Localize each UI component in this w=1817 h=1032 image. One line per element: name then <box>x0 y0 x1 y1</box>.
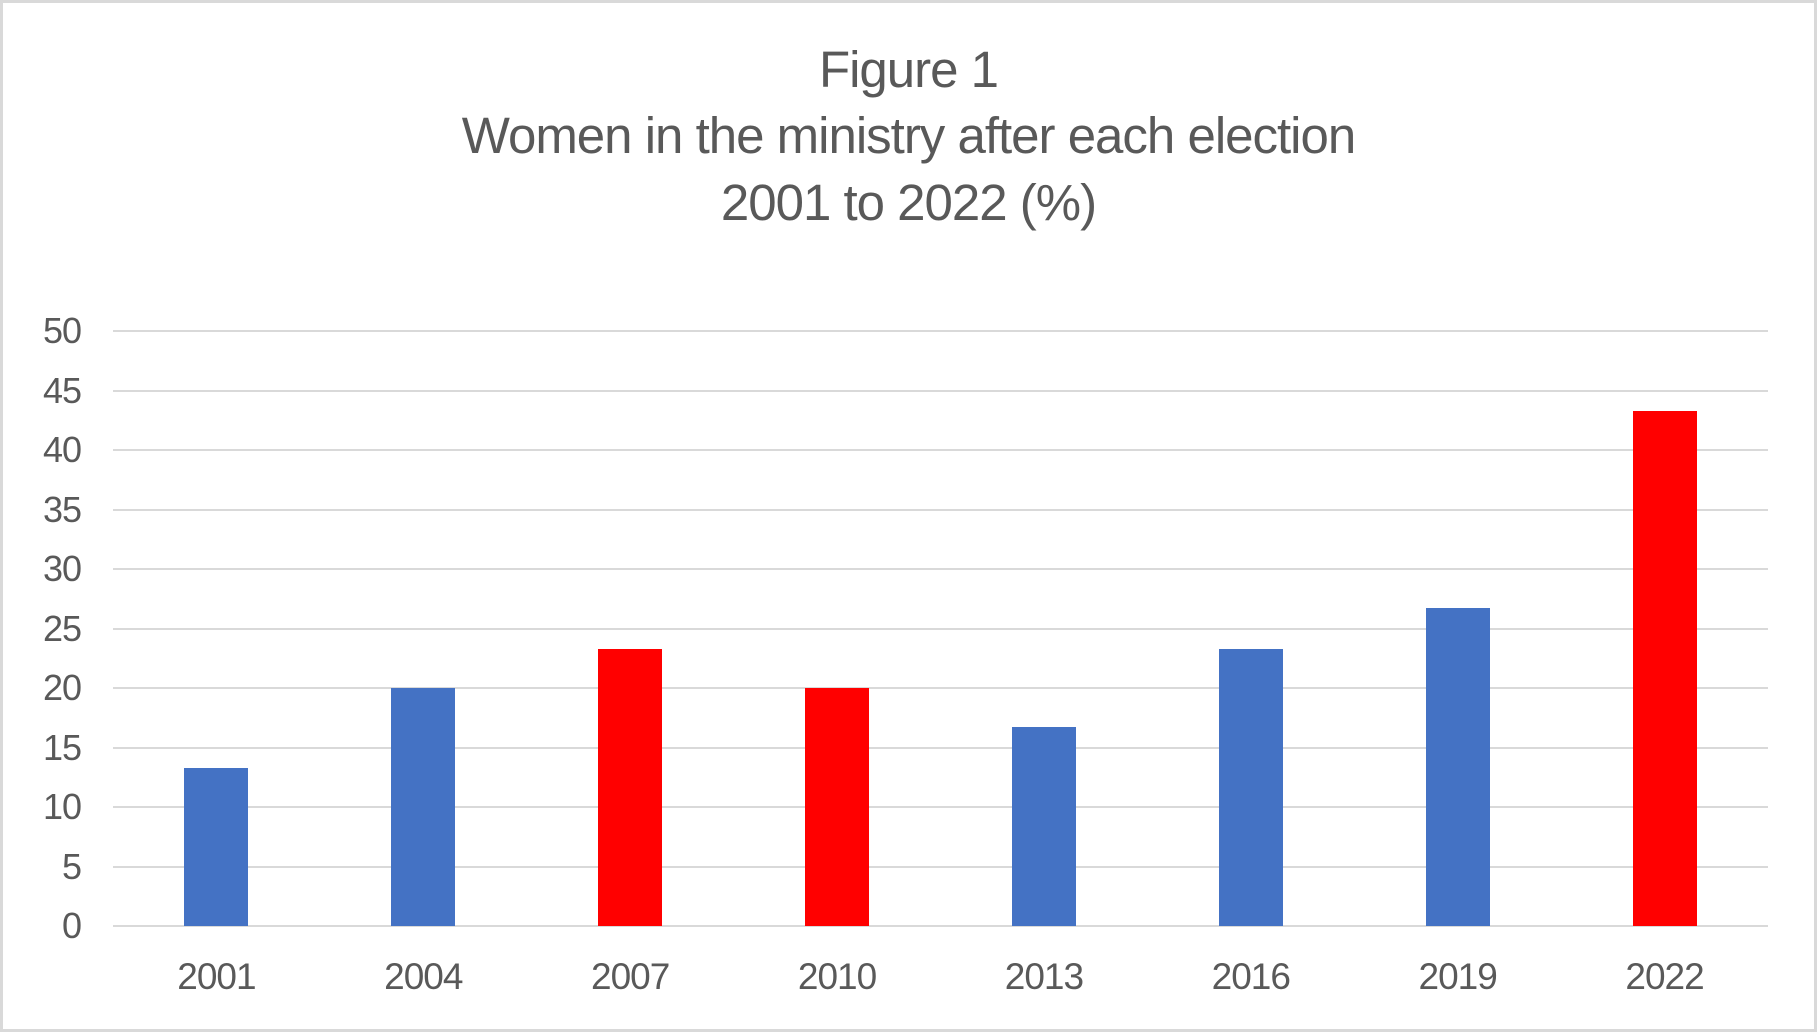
y-tick-label-35: 35 <box>42 488 82 530</box>
chart-title-line-3: 2001 to 2022 (%) <box>720 173 1097 231</box>
chart-title-line-1: Figure 1 <box>818 41 999 98</box>
gridline-y-40 <box>113 449 1768 451</box>
x-tick-label-2004: 2004 <box>384 956 463 997</box>
bar-2010 <box>805 688 870 926</box>
bar-2016 <box>1218 648 1283 926</box>
y-tick-label-10: 10 <box>42 786 82 827</box>
y-tick-label-45: 45 <box>42 369 82 411</box>
x-tick-label-2019: 2019 <box>1418 956 1498 997</box>
y-tick-label-15: 15 <box>42 726 82 768</box>
y-tick-label-20: 20 <box>42 667 82 708</box>
x-tick-label-2007: 2007 <box>591 956 670 997</box>
chart-title: Figure 1 Women in the ministry after eac… <box>3 37 1814 236</box>
chart-title-line-2: Women in the ministry after each electio… <box>461 107 1357 165</box>
x-tick-label-2016: 2016 <box>1211 956 1291 997</box>
bar-2013 <box>1011 727 1076 926</box>
bar-2004 <box>391 688 456 926</box>
gridline-y-0 <box>113 925 1768 927</box>
gridline-y-5 <box>113 865 1768 868</box>
gridline-y-25 <box>113 627 1768 630</box>
bar-2022 <box>1632 410 1697 926</box>
gridline-y-30 <box>113 568 1768 570</box>
y-tick-label-30: 30 <box>42 548 82 589</box>
x-tick-label-2013: 2013 <box>1004 956 1084 997</box>
y-tick-label-5: 5 <box>61 845 82 887</box>
gridline-y-15 <box>113 746 1768 749</box>
bar-2001 <box>184 767 249 926</box>
x-tick-label-2022: 2022 <box>1625 956 1704 997</box>
y-tick-label-0: 0 <box>61 905 82 946</box>
gridline-y-20 <box>113 687 1768 689</box>
y-tick-label-50: 50 <box>42 310 82 351</box>
y-tick-label-25: 25 <box>42 607 82 649</box>
gridline-y-45 <box>113 389 1768 392</box>
y-tick-label-40: 40 <box>42 429 82 470</box>
bar-2007 <box>598 648 663 926</box>
gridline-y-10 <box>113 806 1768 808</box>
bar-2019 <box>1425 608 1490 926</box>
gridline-y-50 <box>113 330 1768 332</box>
plot-area <box>113 330 1768 927</box>
gridline-y-35 <box>113 508 1768 511</box>
x-tick-label-2001: 2001 <box>177 956 256 997</box>
x-tick-label-2010: 2010 <box>797 956 877 997</box>
